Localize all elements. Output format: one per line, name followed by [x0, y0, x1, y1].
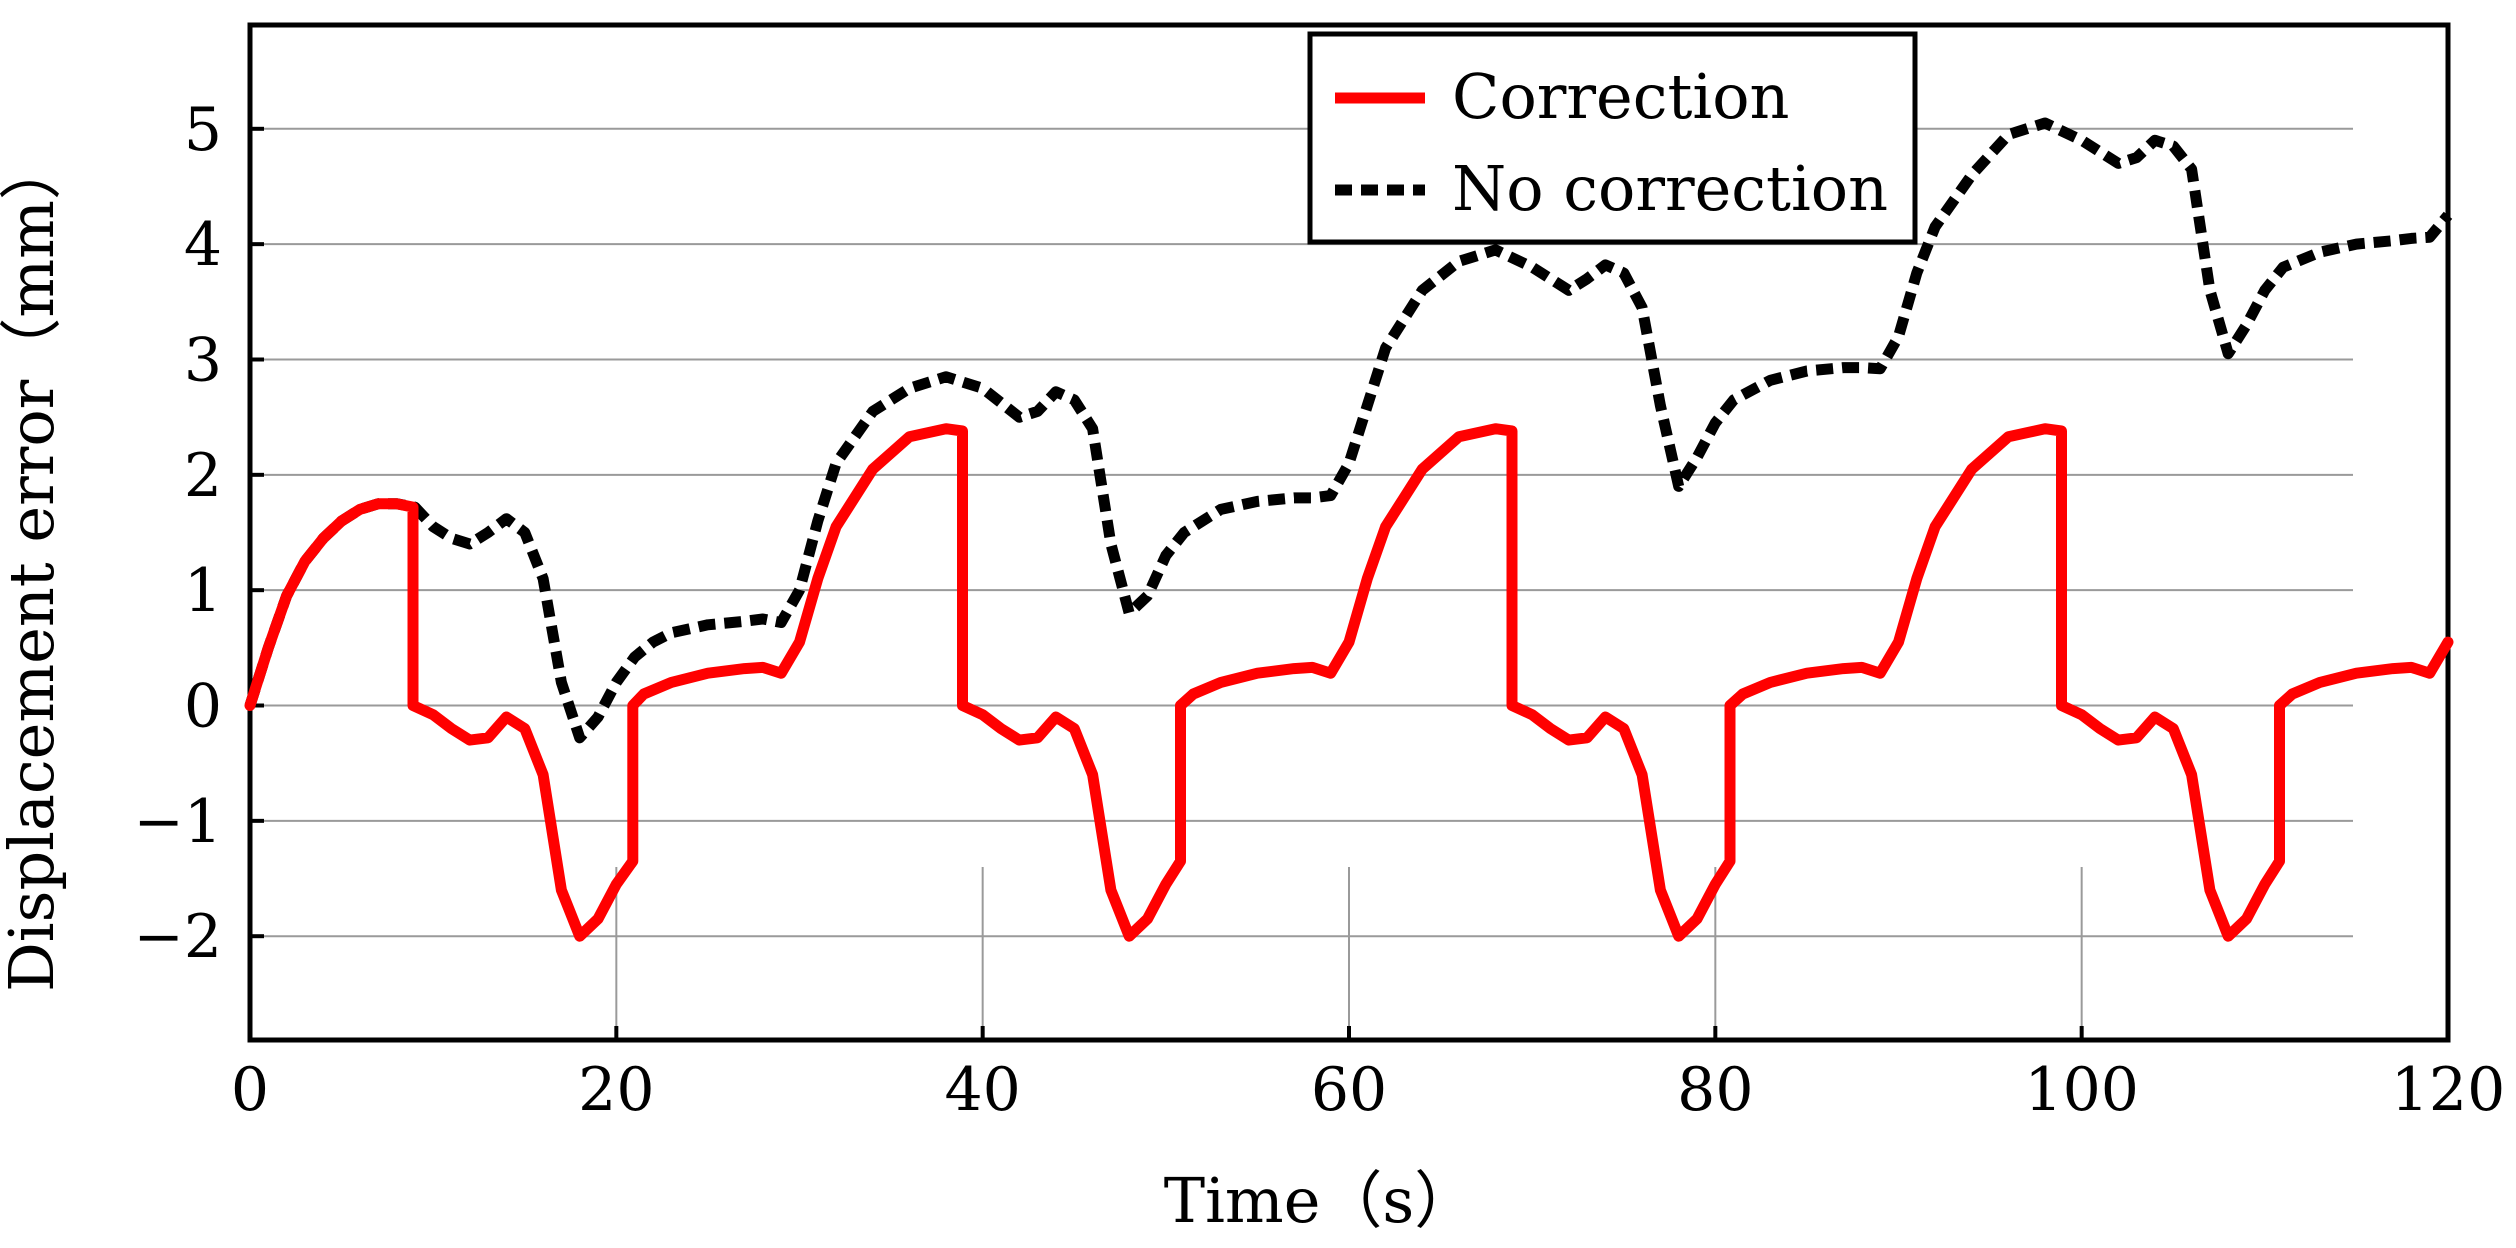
y-tick-label: 4: [184, 210, 222, 280]
x-axis-title: Time（s）: [1164, 1164, 1476, 1237]
legend-label-no-correction: No correction: [1452, 152, 1888, 225]
legend: Correction No correction: [1307, 31, 1918, 245]
y-tick-label: 1: [184, 556, 222, 626]
x-tick-label: 40: [944, 1055, 1020, 1125]
x-tick-label: 80: [1677, 1055, 1753, 1125]
x-tick-label: 60: [1311, 1055, 1387, 1125]
y-tick-label: 5: [184, 95, 222, 165]
y-tick-label: −2: [134, 902, 222, 972]
series-layer: [244, 117, 2454, 942]
y-tick-label: −1: [134, 787, 222, 857]
y-tick-label: 3: [184, 325, 222, 395]
series-line-correction: [244, 423, 2454, 942]
y-tick-label: 0: [184, 672, 222, 742]
tick-layer: 0 20 40 60 80 100 120 −2 −1 0 1 2 3 4 5: [134, 95, 2506, 1125]
x-tick-label: 100: [2024, 1055, 2139, 1125]
x-tick-label: 0: [231, 1055, 269, 1125]
series-line-no-correction: [244, 117, 2453, 744]
y-axis-title: Displacement error（mm）: [0, 138, 68, 992]
legend-box: [1307, 31, 1918, 245]
legend-label-correction: Correction: [1452, 60, 1789, 133]
x-tick-label: 120: [2391, 1055, 2506, 1125]
y-tick-label: 2: [184, 441, 222, 511]
x-tick-label: 20: [578, 1055, 654, 1125]
